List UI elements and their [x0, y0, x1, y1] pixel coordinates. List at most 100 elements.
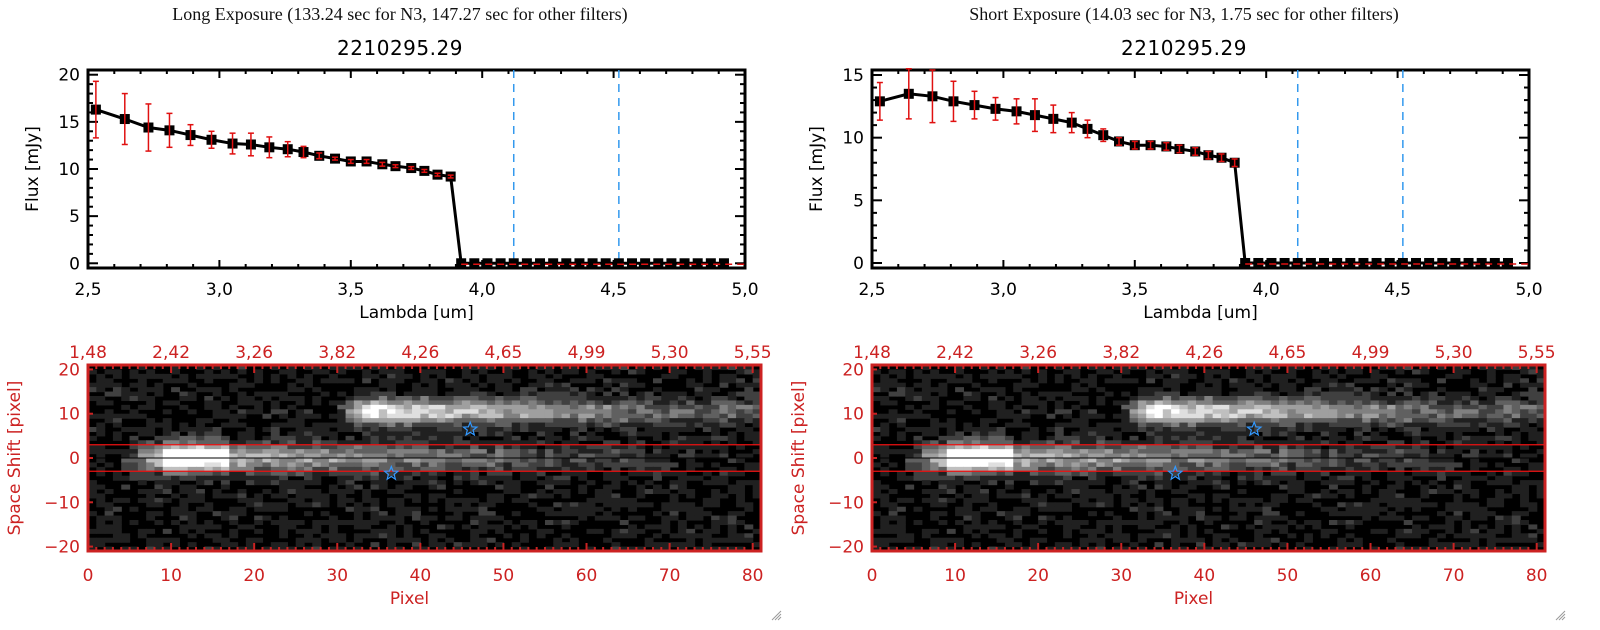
x-tick-label: 30: [326, 566, 348, 586]
y-tick-label: 20: [58, 66, 80, 86]
data-point: [535, 258, 546, 269]
data-point: [1358, 257, 1369, 268]
top-tick-label: 3,82: [1102, 343, 1140, 363]
data-point: [561, 258, 572, 269]
data-point: [1332, 257, 1343, 268]
data-point: [1489, 257, 1500, 268]
data-point: [508, 258, 519, 269]
resize-grip-icon[interactable]: [770, 606, 782, 621]
x-axis-label: Pixel: [1174, 589, 1213, 609]
top-tick-label: 5,30: [651, 343, 689, 363]
y-tick-label: 10: [58, 160, 80, 180]
top-tick-label: 5,55: [1518, 343, 1556, 363]
x-tick-label: 3,5: [337, 280, 364, 300]
y-tick-label: −10: [828, 493, 864, 513]
top-tick-label: 3,82: [318, 343, 356, 363]
data-point: [1345, 257, 1356, 268]
x-tick-label: 0: [867, 566, 878, 586]
x-axis-label: Pixel: [390, 589, 429, 609]
top-tick-label: 4,99: [568, 343, 606, 363]
data-point: [1279, 257, 1290, 268]
data-point: [613, 258, 624, 269]
top-tick-label: 5,55: [734, 343, 772, 363]
x-tick-label: 2,5: [858, 280, 885, 300]
x-tick-label: 3,0: [990, 280, 1017, 300]
y-tick-label: 0: [69, 254, 80, 274]
data-point: [1502, 257, 1513, 268]
x-tick-label: 0: [83, 566, 94, 586]
x-tick-label: 10: [160, 566, 182, 586]
top-tick-label: 1,48: [853, 343, 891, 363]
data-point: [1240, 257, 1251, 268]
spectrum-chart: 2,5 3,0 3,5 4,0 4,5 5,0 0 5 10 15 Lambda [um] Flux …: [807, 66, 1543, 323]
y-axis-label: Space Shift [pixel]: [789, 381, 809, 536]
data-point: [718, 258, 729, 269]
data-point: [1463, 257, 1474, 268]
x-tick-label: 5,0: [731, 280, 758, 300]
top-tick-label: 3,26: [1019, 343, 1057, 363]
top-tick-label: 4,26: [401, 343, 439, 363]
data-point: [1305, 257, 1316, 268]
data-point: [1424, 257, 1435, 268]
data-point: [482, 258, 493, 269]
y-tick-label: −10: [44, 493, 80, 513]
top-tick-label: 5,30: [1435, 343, 1473, 363]
plot-frame: [870, 68, 1531, 270]
x-tick-label: 80: [1526, 566, 1548, 586]
object-title: 2210295.29: [337, 36, 463, 60]
top-tick-label: 4,65: [1269, 343, 1307, 363]
star-marker-icon: [382, 464, 400, 481]
x-tick-label: 4,5: [600, 280, 627, 300]
top-tick-label: 4,65: [485, 343, 523, 363]
x-tick-label: 60: [1360, 566, 1382, 586]
x-tick-label: 50: [493, 566, 515, 586]
spectrum-chart: 2,5 3,0 3,5 4,0 4,5 5,0 0 5 10 15 20 Lambda [um] Flu…: [23, 66, 759, 323]
data-point: [1266, 257, 1277, 268]
resize-grip-icon[interactable]: [1554, 606, 1566, 621]
y-tick-label: 10: [842, 129, 864, 149]
y-tick-label: 20: [58, 360, 80, 380]
star-marker-icon: [1245, 420, 1263, 437]
x-tick-label: 80: [742, 566, 764, 586]
exposure-title: Long Exposure (133.24 sec for N3, 147.27…: [172, 4, 628, 24]
top-tick-label: 2,42: [936, 343, 974, 363]
data-point: [1437, 257, 1448, 268]
y-tick-label: −20: [44, 538, 80, 558]
data-point: [521, 258, 532, 269]
y-tick-label: 0: [853, 449, 864, 469]
data-point: [1292, 257, 1303, 268]
x-tick-label: 20: [1027, 566, 1049, 586]
top-tick-label: 4,99: [1352, 343, 1390, 363]
exposure-title: Short Exposure (14.03 sec for N3, 1.75 s…: [969, 4, 1399, 24]
object-title: 2210295.29: [1121, 36, 1247, 60]
data-point: [587, 258, 598, 269]
y-tick-label: 0: [853, 254, 864, 274]
top-tick-label: 1,48: [69, 343, 107, 363]
x-tick-label: 3,0: [206, 280, 233, 300]
data-point: [692, 258, 703, 269]
x-tick-label: 4,5: [1384, 280, 1411, 300]
y-tick-label: 20: [842, 360, 864, 380]
data-point: [1476, 257, 1487, 268]
x-tick-label: 40: [410, 566, 432, 586]
y-tick-label: 10: [842, 405, 864, 425]
x-tick-label: 4,0: [469, 280, 496, 300]
top-tick-label: 3,26: [235, 343, 273, 363]
x-tick-label: 10: [944, 566, 966, 586]
image-pixels: [88, 365, 762, 552]
data-point: [1253, 257, 1264, 268]
x-tick-label: 70: [1443, 566, 1465, 586]
data-point: [574, 258, 585, 269]
x-tick-label: 40: [1194, 566, 1216, 586]
data-point: [1397, 257, 1408, 268]
x-tick-label: 3,5: [1121, 280, 1148, 300]
image-pixels: [872, 365, 1546, 552]
y-axis-label: Flux [mJy]: [23, 126, 43, 212]
data-point: [679, 258, 690, 269]
star-marker-icon: [1166, 464, 1184, 481]
data-point: [626, 258, 637, 269]
data-point: [666, 258, 677, 269]
data-point: [469, 258, 480, 269]
x-tick-label: 5,0: [1515, 280, 1542, 300]
y-tick-label: 0: [69, 449, 80, 469]
